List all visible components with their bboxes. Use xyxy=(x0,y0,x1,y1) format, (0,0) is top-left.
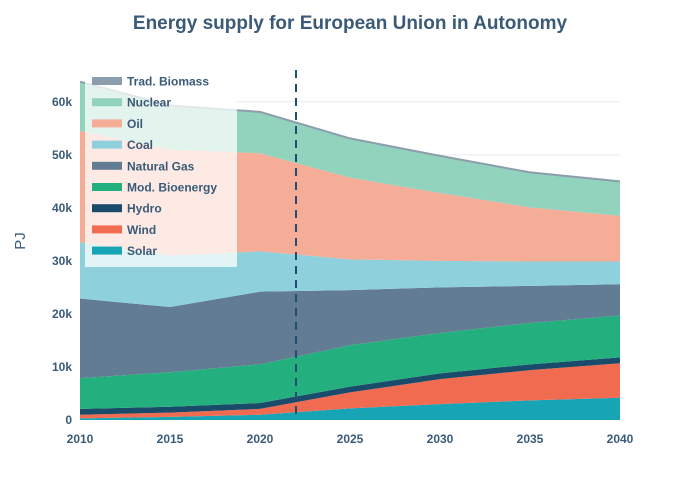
legend-swatch-nuclear xyxy=(92,98,122,107)
area-solar xyxy=(80,397,620,420)
legend-label-nuclear: Nuclear xyxy=(127,96,171,110)
legend-label-coal: Coal xyxy=(127,138,153,152)
area-natural-gas xyxy=(80,284,620,379)
legend-swatch-mod-bioenergy xyxy=(92,183,122,191)
legend-label-wind: Wind xyxy=(127,223,156,237)
x-tick-label: 2010 xyxy=(67,432,94,446)
area-mod-bioenergy xyxy=(80,315,620,409)
area-hydro xyxy=(80,357,620,415)
legend-label-solar: Solar xyxy=(127,244,157,258)
x-tick-label: 2040 xyxy=(607,432,634,446)
x-tick-label: 2020 xyxy=(247,432,274,446)
y-tick-label: 10k xyxy=(52,360,72,374)
legend-swatch-oil xyxy=(92,119,122,128)
x-tick-label: 2015 xyxy=(157,432,184,446)
y-tick-label: 20k xyxy=(52,307,72,321)
legend-swatch-natural-gas xyxy=(92,161,122,170)
legend-swatch-trad-biomass xyxy=(92,77,122,85)
y-tick-label: 0 xyxy=(65,413,72,427)
y-tick-label: 60k xyxy=(52,95,72,109)
y-axis-label: PJ xyxy=(12,232,29,250)
legend-label-trad-biomass: Trad. Biomass xyxy=(127,75,209,89)
chart-title: Energy supply for European Union in Auto… xyxy=(133,13,568,34)
legend-swatch-solar xyxy=(92,246,122,255)
legend-label-mod-bioenergy: Mod. Bioenergy xyxy=(127,181,217,195)
area-wind xyxy=(80,363,620,419)
legend-label-oil: Oil xyxy=(127,117,143,131)
legend-swatch-hydro xyxy=(92,204,122,213)
legend-label-hydro: Hydro xyxy=(127,202,162,216)
legend: Trad. Biomass Nuclear Oil Coal Natural Gas Mo… xyxy=(85,70,237,267)
y-tick-label: 50k xyxy=(52,148,72,162)
y-tick-label: 30k xyxy=(52,254,72,268)
legend-swatch-coal xyxy=(92,140,122,149)
x-tick-label: 2035 xyxy=(517,432,544,446)
x-tick-label: 2030 xyxy=(427,432,454,446)
legend-swatch-wind xyxy=(92,225,122,234)
y-tick-label: 40k xyxy=(52,201,72,215)
x-tick-label: 2025 xyxy=(337,432,364,446)
legend-label-natural-gas: Natural Gas xyxy=(127,159,195,173)
axes: 0 10k 20k 30k 40k 50k 60k 2010 2015 2020 2025 2030 2… xyxy=(52,95,634,446)
